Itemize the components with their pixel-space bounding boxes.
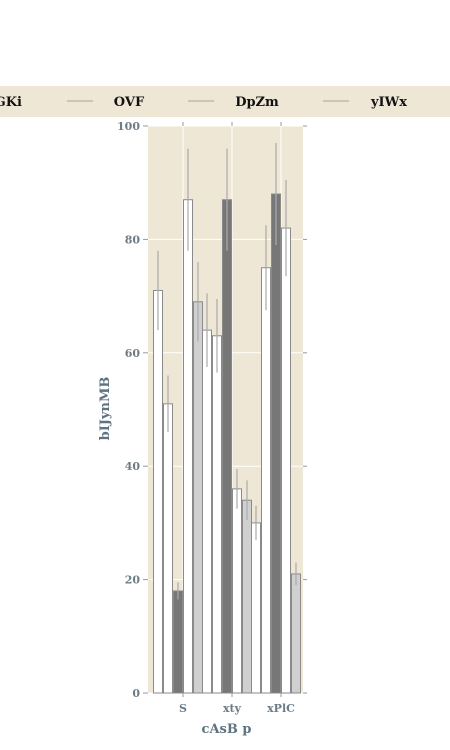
y-tick-label: 40 — [125, 460, 141, 473]
bar — [183, 199, 193, 694]
y-tick-label: 20 — [125, 574, 141, 587]
x-axis-title: cAsB p — [202, 722, 252, 737]
legend-label: OVF — [114, 95, 145, 110]
bar — [163, 403, 173, 694]
bar — [153, 289, 163, 694]
legend-label: yIWx — [370, 95, 407, 110]
y-axis: 0 20 40 60 80 100 — [117, 120, 307, 700]
bar — [281, 227, 291, 694]
bar — [251, 522, 261, 694]
bar — [212, 335, 222, 694]
bar — [271, 193, 281, 694]
y-axis-title: bIJynMB — [98, 377, 113, 441]
legend: GKi OVF DpZm yIWx — [0, 95, 407, 110]
bar — [193, 301, 203, 694]
bars — [153, 193, 301, 694]
x-tick-label: S — [179, 702, 187, 715]
y-tick-label: 0 — [132, 687, 140, 700]
x-tick-label: xty — [223, 702, 242, 715]
bar — [242, 499, 252, 694]
legend-label: DpZm — [235, 95, 279, 110]
y-tick-label: 100 — [117, 120, 140, 133]
bar — [261, 267, 271, 694]
y-tick-label: 80 — [125, 233, 141, 246]
bar — [232, 488, 242, 694]
bar — [291, 573, 301, 694]
error-bars — [157, 143, 297, 600]
bar — [202, 329, 212, 694]
x-tick-label: xPlC — [267, 702, 295, 715]
bar — [222, 199, 232, 694]
legend-label: GKi — [0, 95, 22, 110]
y-tick-label: 60 — [125, 347, 141, 360]
bar — [173, 590, 183, 694]
